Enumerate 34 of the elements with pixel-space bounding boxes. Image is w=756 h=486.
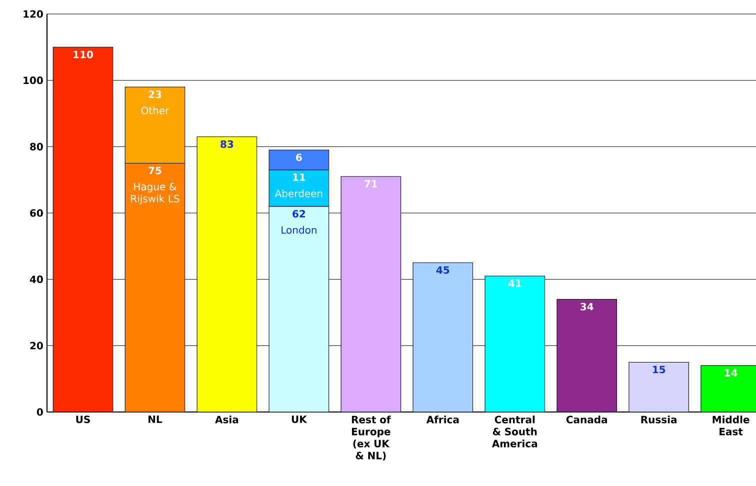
- y-tick-label: 40: [30, 276, 43, 284]
- data-label: 62: [292, 210, 306, 218]
- x-tick-label: UK: [292, 416, 308, 424]
- annotation: Other: [141, 106, 170, 114]
- x-tick-label: NL: [148, 416, 162, 423]
- data-label: 6: [296, 154, 302, 162]
- data-label: 34: [580, 302, 594, 310]
- y-tick-label: 100: [24, 76, 43, 84]
- data-label: 14: [724, 369, 738, 376]
- annotation: Aberdeen: [274, 189, 322, 198]
- data-label: 75: [148, 166, 162, 174]
- x-tick-label: Russia: [641, 416, 676, 424]
- x-tick-label: Middle East: [712, 416, 750, 436]
- y-tick-label: 80: [30, 142, 43, 150]
- data-label: 45: [436, 266, 450, 274]
- data-label: 83: [220, 140, 234, 148]
- data-label: 23: [148, 90, 162, 98]
- data-label: 71: [364, 180, 378, 188]
- annotation: Hague & Rijswik LS: [131, 182, 180, 204]
- data-label: 11: [293, 173, 306, 181]
- x-tick-label: Asia: [215, 416, 238, 424]
- y-tick-label: 0: [36, 408, 43, 416]
- y-tick-label: 20: [30, 342, 43, 350]
- x-tick-label: Canada: [566, 416, 607, 424]
- annotation: London: [282, 226, 316, 234]
- x-tick-label: US: [76, 416, 90, 424]
- y-tick-label: 120: [24, 10, 43, 18]
- x-tick-label: Rest of Europe (ex UK & NL): [352, 416, 391, 461]
- data-label: 41: [508, 280, 522, 287]
- data-label: 15: [653, 366, 666, 374]
- data-label: 110: [74, 50, 93, 58]
- x-tick-label: Central & South America: [492, 416, 538, 448]
- x-tick-label: Africa: [426, 416, 459, 424]
- y-tick-label: 60: [30, 209, 43, 217]
